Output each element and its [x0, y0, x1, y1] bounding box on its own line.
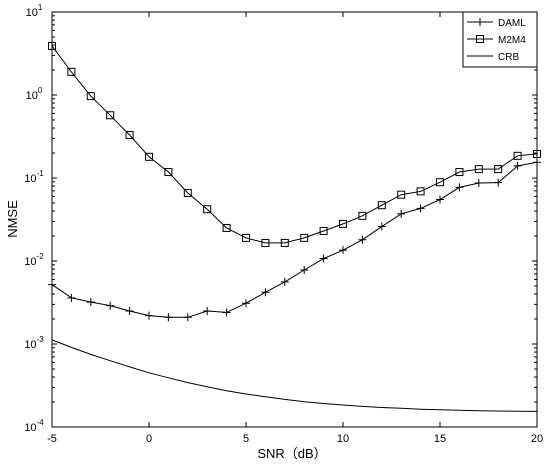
legend-label-crb: CRB	[498, 52, 519, 63]
data-point-m2m4	[416, 187, 425, 196]
data-point-daml	[494, 178, 503, 187]
data-point-m2m4	[183, 188, 192, 197]
data-point-m2m4	[125, 130, 134, 139]
data-point-m2m4	[358, 211, 367, 220]
data-point-daml	[533, 158, 541, 167]
data-point-daml	[416, 204, 425, 213]
series-m2m4	[48, 41, 541, 247]
y-tick-label: 10-1	[24, 169, 44, 185]
data-point-daml	[86, 298, 95, 307]
data-point-daml	[300, 265, 309, 274]
x-tick-label: 0	[146, 433, 152, 445]
data-point-m2m4	[436, 178, 444, 187]
data-point-daml	[261, 288, 270, 297]
data-point-m2m4	[300, 233, 309, 242]
data-point-daml	[222, 308, 231, 317]
data-point-m2m4	[513, 151, 522, 160]
series-daml	[48, 158, 541, 322]
data-point-m2m4	[86, 92, 95, 101]
data-point-daml	[358, 235, 367, 244]
data-point-m2m4	[67, 67, 76, 76]
x-axis-label: SNR（dB）	[257, 446, 326, 461]
x-tick-label: 5	[243, 433, 249, 445]
data-point-daml	[319, 254, 328, 263]
data-point-m2m4	[203, 205, 212, 214]
x-tick-label: -5	[47, 433, 57, 445]
y-tick-label: 10-4	[24, 418, 44, 434]
data-point-daml	[377, 222, 386, 231]
y-tick-label: 100	[26, 86, 43, 102]
data-point-m2m4	[455, 168, 464, 177]
data-point-daml	[203, 306, 212, 315]
data-point-daml	[145, 311, 153, 320]
x-tick-label: 10	[337, 433, 349, 445]
data-point-daml	[436, 195, 444, 204]
x-tick-label: 15	[434, 433, 446, 445]
series-layer	[48, 41, 541, 412]
data-point-daml	[183, 313, 192, 322]
data-point-m2m4	[474, 165, 483, 174]
x-tick-label: 20	[531, 433, 543, 445]
data-point-m2m4	[145, 152, 153, 161]
data-point-m2m4	[261, 238, 270, 247]
data-point-daml	[455, 183, 464, 192]
data-point-daml	[67, 293, 76, 302]
data-point-daml	[339, 246, 347, 255]
plot-area	[51, 11, 538, 428]
y-tick-label: 101	[26, 3, 43, 19]
series-crb	[51, 339, 538, 412]
y-tick-label: 10-2	[24, 252, 44, 268]
data-point-m2m4	[164, 168, 173, 177]
data-point-m2m4	[339, 219, 347, 228]
data-point-daml	[242, 299, 250, 308]
data-point-m2m4	[106, 111, 115, 120]
legend-marker-daml	[476, 18, 484, 26]
legend-marker-m2m4	[476, 35, 484, 43]
legend-label-m2m4: M2M4	[498, 35, 526, 46]
series-line-crb	[51, 339, 538, 412]
data-point-m2m4	[242, 233, 250, 242]
series-line-daml	[51, 161, 538, 318]
data-point-m2m4	[494, 165, 503, 174]
y-tick-label: 10-3	[24, 335, 44, 351]
data-point-m2m4	[48, 41, 56, 50]
data-point-m2m4	[397, 190, 406, 199]
data-point-m2m4	[319, 226, 328, 235]
data-point-daml	[397, 209, 406, 218]
data-point-daml	[48, 280, 56, 289]
data-point-daml	[474, 179, 483, 188]
data-point-m2m4	[222, 223, 231, 232]
data-point-daml	[106, 301, 115, 310]
data-point-m2m4	[377, 201, 386, 210]
data-point-daml	[280, 277, 289, 286]
data-point-daml	[164, 313, 173, 322]
legend: DAML M2M4 CRB	[462, 11, 538, 68]
data-point-daml	[125, 306, 134, 315]
data-point-daml	[513, 161, 522, 170]
y-axis-label: NMSE	[5, 200, 20, 238]
data-point-m2m4	[280, 238, 289, 247]
legend-label-daml: DAML	[498, 18, 526, 29]
data-point-m2m4	[533, 149, 541, 158]
